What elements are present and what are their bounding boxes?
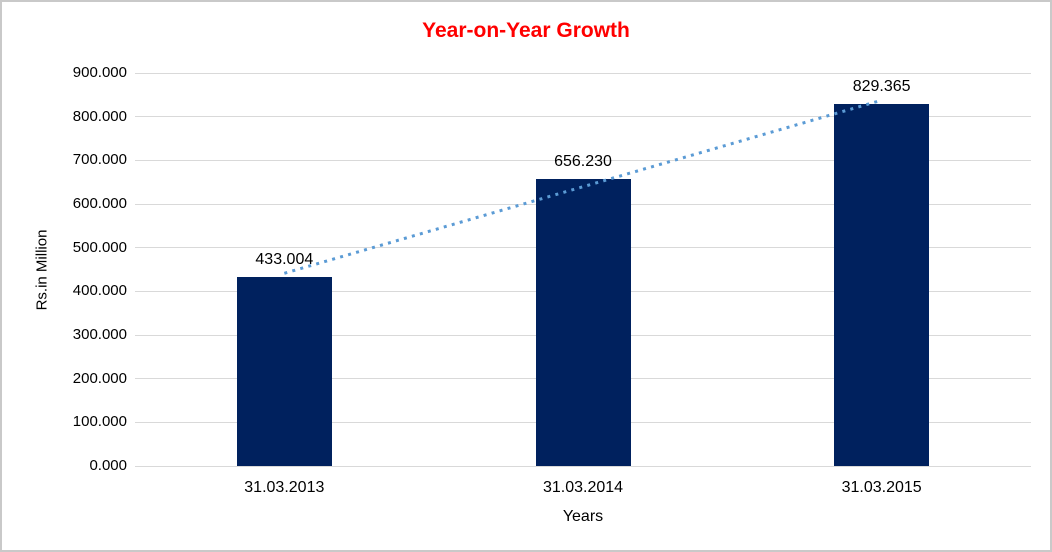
bar-31.03.2014 [535, 179, 631, 466]
bar-31.03.2013 [236, 276, 332, 466]
bar-value-label: 829.365 [852, 77, 911, 95]
bar-value-label: 656.230 [554, 153, 612, 171]
y-tick-label: 900.000 [72, 64, 127, 81]
y-tick-label: 800.000 [72, 107, 127, 125]
y-tick-label: 200.000 [72, 369, 127, 387]
chart-title: Year-on-Year Growth [422, 19, 630, 42]
bar-31.03.2015 [834, 103, 930, 466]
x-axis-title: Years [562, 508, 604, 525]
y-tick-label: 700.000 [72, 151, 127, 169]
y-tick-label: 300.000 [72, 326, 127, 343]
gridline [135, 72, 1031, 74]
gridline [135, 465, 1031, 467]
x-tick-label: 31.03.2014 [542, 479, 624, 496]
y-tick-label: 400.000 [72, 282, 127, 300]
y-tick-label: 100.000 [72, 413, 127, 431]
x-tick-label: 31.03.2013 [244, 479, 325, 496]
y-axis-title: Rs.in Million [33, 229, 51, 311]
y-tick-label: 0.000 [89, 457, 127, 474]
bar-value-label: 433.004 [255, 250, 314, 268]
y-tick-label: 600.000 [72, 195, 127, 212]
y-tick-label: 500.000 [72, 238, 127, 256]
x-tick-label: 31.03.2015 [841, 479, 922, 496]
